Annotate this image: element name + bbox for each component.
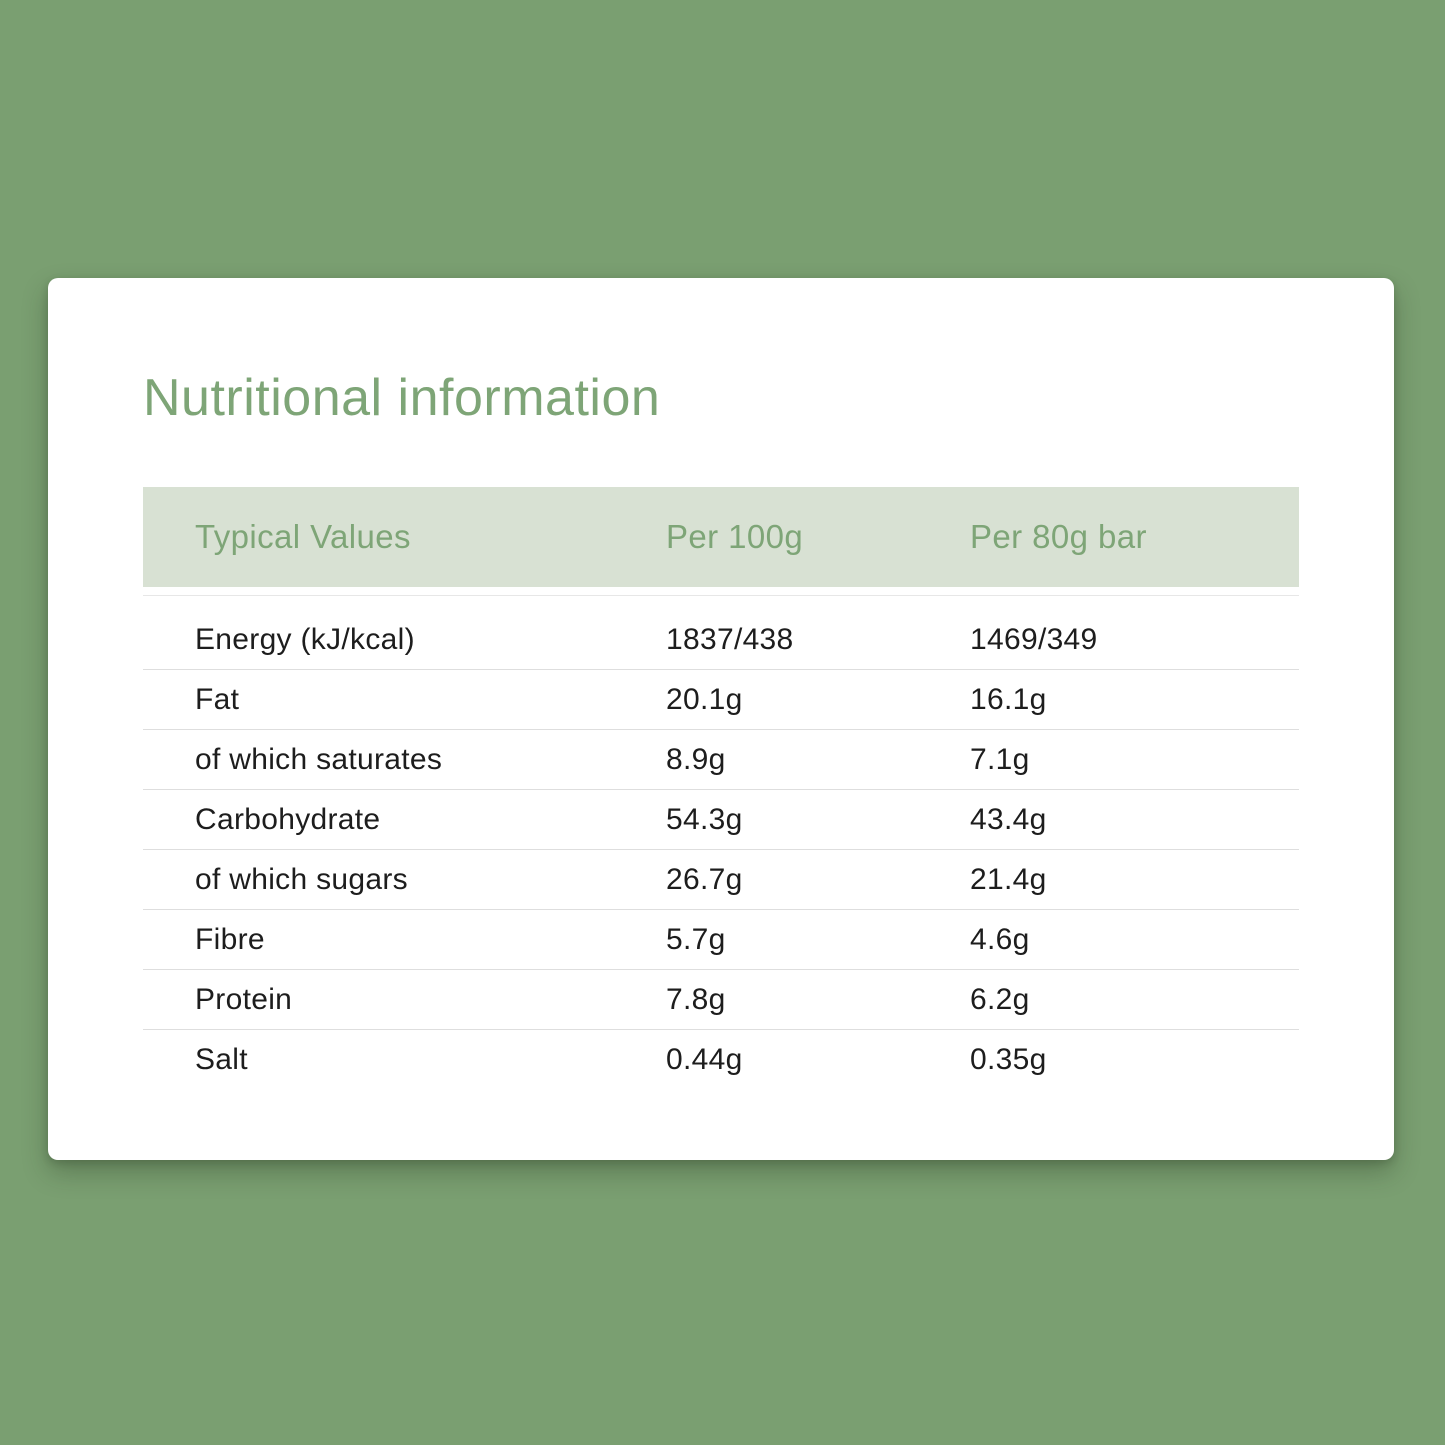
row-label: Fat [195,682,240,716]
table-row: Fat 20.1g 16.1g [143,670,1299,730]
row-value-per-80g-bar: 7.1g [970,742,1030,776]
column-header-typical-values: Typical Values [195,518,411,555]
table-row: of which sugars 26.7g 21.4g [143,850,1299,910]
row-label: Salt [195,1043,248,1076]
row-value-per-80g-bar: 21.4g [970,862,1047,896]
table-body: Energy (kJ/kcal) 1837/438 1469/349 Fat 2… [143,595,1299,1090]
row-label: of which saturates [195,742,443,776]
table-row: of which saturates 8.9g 7.1g [143,730,1299,790]
row-label: Fibre [195,922,265,956]
row-label: Carbohydrate [195,802,381,836]
row-value-per-100g: 0.44g [666,1043,743,1076]
row-label: Protein [195,982,293,1016]
table-row: Carbohydrate 54.3g 43.4g [143,790,1299,850]
table-row: Fibre 5.7g 4.6g [143,910,1299,970]
row-value-per-100g: 8.9g [666,742,726,776]
table-row: Energy (kJ/kcal) 1837/438 1469/349 [143,610,1299,670]
row-value-per-100g: 7.8g [666,982,726,1016]
column-header-per-100g: Per 100g [666,518,804,555]
row-value-per-80g-bar: 6.2g [970,982,1030,1016]
table-header-row: Typical Values Per 100g Per 80g bar [143,487,1299,587]
row-label: of which sugars [195,862,408,896]
nutrition-card: Nutritional information Typical Values P… [48,278,1394,1160]
row-value-per-80g-bar: 4.6g [970,922,1030,956]
column-header-per-80g-bar: Per 80g bar [970,518,1147,555]
row-value-per-80g-bar: 0.35g [970,1043,1047,1076]
row-value-per-100g: 26.7g [666,862,743,896]
row-value-per-100g: 54.3g [666,802,743,836]
row-value-per-100g: 1837/438 [666,622,794,656]
row-value-per-100g: 5.7g [666,922,726,956]
row-label: Energy (kJ/kcal) [195,622,415,656]
row-value-per-80g-bar: 43.4g [970,802,1047,836]
row-value-per-100g: 20.1g [666,682,743,716]
row-value-per-80g-bar: 1469/349 [970,622,1098,656]
table-row: Salt 0.44g 0.35g [143,1030,1299,1090]
row-value-per-80g-bar: 16.1g [970,682,1047,716]
table-row: Protein 7.8g 6.2g [143,970,1299,1030]
page-title: Nutritional information [143,369,661,427]
